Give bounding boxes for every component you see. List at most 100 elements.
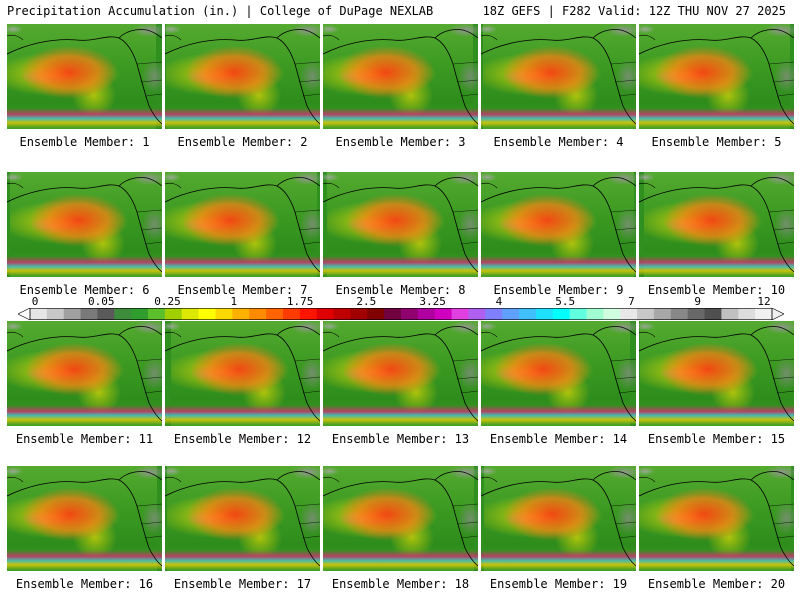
colorbar-swatch xyxy=(704,308,722,320)
coastline-outline xyxy=(165,326,320,422)
member-map-15[interactable] xyxy=(639,321,794,426)
member-map-11[interactable] xyxy=(7,321,162,426)
colorbar-swatch xyxy=(637,308,655,320)
colorbar-swatch xyxy=(46,308,65,320)
tropical-precip-band xyxy=(481,24,636,129)
coastline-outline xyxy=(639,471,794,567)
coastline-outline xyxy=(323,326,478,422)
colorbar-outline xyxy=(29,308,773,320)
member-map-8[interactable] xyxy=(323,172,478,277)
tropical-precip-band xyxy=(323,466,478,571)
colorbar-swatch xyxy=(670,308,689,320)
tropical-precip-band xyxy=(165,321,320,426)
colorbar-swatch xyxy=(97,308,115,320)
colorbar-tick-labels: 0 0.05 0.25 1 1.75 2.5 3.25 4 5.5 7 9 12 xyxy=(18,296,784,308)
colorbar-swatch xyxy=(114,308,132,320)
member-label-12: Ensemble Member: 12 xyxy=(173,432,312,446)
colorbar-tick-6: 3.25 xyxy=(419,295,446,308)
member-label-19: Ensemble Member: 19 xyxy=(489,577,628,591)
member-map-13[interactable] xyxy=(323,321,478,426)
colorbar-swatch xyxy=(367,308,385,320)
member-map-14[interactable] xyxy=(481,321,636,426)
tropical-precip-band xyxy=(323,321,478,426)
coastline-outline xyxy=(639,177,794,273)
product-title: Precipitation Accumulation (in.) | Colle… xyxy=(7,4,434,18)
member-map-10[interactable] xyxy=(639,172,794,277)
colorbar-swatch xyxy=(687,308,706,320)
member-map-5[interactable] xyxy=(639,24,794,129)
colorbar-swatch xyxy=(653,308,672,320)
coastline-outline xyxy=(323,29,478,125)
member-label-2: Ensemble Member: 2 xyxy=(177,135,308,149)
member-label-6: Ensemble Member: 6 xyxy=(19,283,150,297)
member-map-20[interactable] xyxy=(639,466,794,571)
colorbar-swatch xyxy=(721,308,739,320)
colorbar-swatch xyxy=(266,308,284,320)
colorbar-tick-3: 1 xyxy=(230,295,238,308)
colorbar-swatch xyxy=(30,308,48,320)
tropical-precip-band xyxy=(7,172,162,277)
tropical-precip-band xyxy=(323,24,478,129)
colorbar-swatch xyxy=(232,308,250,320)
member-map-16[interactable] xyxy=(7,466,162,571)
colorbar-swatch xyxy=(569,308,587,320)
member-map-19[interactable] xyxy=(481,466,636,571)
member-label-4: Ensemble Member: 4 xyxy=(493,135,624,149)
member-map-17[interactable] xyxy=(165,466,320,571)
coastline-outline xyxy=(639,326,794,422)
member-label-15: Ensemble Member: 15 xyxy=(647,432,786,446)
tropical-precip-band xyxy=(7,24,162,129)
member-label-14: Ensemble Member: 14 xyxy=(489,432,628,446)
member-map-7[interactable] xyxy=(165,172,320,277)
member-label-7: Ensemble Member: 7 xyxy=(177,283,308,297)
colorbar-swatch xyxy=(401,308,419,320)
tropical-precip-band xyxy=(165,466,320,571)
tropical-precip-band xyxy=(639,24,794,129)
colorbar-swatch xyxy=(552,308,571,320)
member-label-1: Ensemble Member: 1 xyxy=(19,135,150,149)
colorbar-swatch xyxy=(215,308,233,320)
colorbar-left-arrow xyxy=(18,308,31,320)
member-label-17: Ensemble Member: 17 xyxy=(173,577,312,591)
member-map-6[interactable] xyxy=(7,172,162,277)
member-label-3: Ensemble Member: 3 xyxy=(335,135,466,149)
member-label-16: Ensemble Member: 16 xyxy=(15,577,154,591)
member-map-18[interactable] xyxy=(323,466,478,571)
coastline-outline xyxy=(481,471,636,567)
member-map-9[interactable] xyxy=(481,172,636,277)
colorbar-tick-10: 9 xyxy=(694,295,702,308)
colorbar-swatch xyxy=(148,308,166,320)
model-valid-time: 18Z GEFS | F282 Valid: 12Z THU NOV 27 20… xyxy=(482,4,786,18)
colorbar-swatch xyxy=(282,308,301,320)
tropical-precip-band xyxy=(7,321,162,426)
member-map-2[interactable] xyxy=(165,24,320,129)
member-map-1[interactable] xyxy=(7,24,162,129)
coastline-outline xyxy=(481,326,636,422)
colorbar-tick-4: 1.75 xyxy=(286,295,314,308)
colorbar-swatch xyxy=(198,308,216,320)
colorbar-swatch xyxy=(620,308,638,320)
member-map-4[interactable] xyxy=(481,24,636,129)
member-label-18: Ensemble Member: 18 xyxy=(331,577,470,591)
colorbar-swatch xyxy=(299,308,318,320)
colorbar-swatch xyxy=(586,308,604,320)
coastline-outline xyxy=(323,471,478,567)
coastline-outline xyxy=(165,177,320,273)
member-map-12[interactable] xyxy=(165,321,320,426)
tropical-precip-band xyxy=(323,172,478,277)
coastline-outline xyxy=(7,177,162,273)
member-map-3[interactable] xyxy=(323,24,478,129)
colorbar-swatch xyxy=(316,308,335,320)
member-label-5: Ensemble Member: 5 xyxy=(651,135,782,149)
precip-colorbar: 0 0.05 0.25 1 1.75 2.5 3.25 4 5.5 7 9 12 xyxy=(18,296,784,320)
colorbar-swatch xyxy=(384,308,402,320)
member-label-13: Ensemble Member: 13 xyxy=(331,432,470,446)
colorbar-swatch xyxy=(485,308,503,320)
colorbar-swatch xyxy=(603,308,621,320)
coastline-outline xyxy=(7,29,162,125)
coastline-outline xyxy=(165,471,320,567)
colorbar-tick-11: 12 xyxy=(757,295,771,308)
colorbar-swatch xyxy=(738,308,756,320)
colorbar-tick-1: 0.05 xyxy=(88,295,115,308)
coastline-outline xyxy=(639,29,794,125)
